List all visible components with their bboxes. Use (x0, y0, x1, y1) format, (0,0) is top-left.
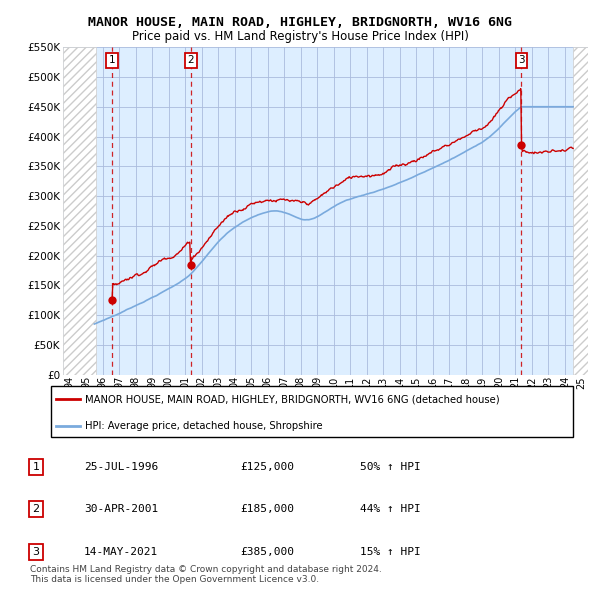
Text: £385,000: £385,000 (240, 547, 294, 556)
Text: 15% ↑ HPI: 15% ↑ HPI (360, 547, 421, 556)
Text: 50% ↑ HPI: 50% ↑ HPI (360, 462, 421, 471)
Text: 2: 2 (32, 504, 40, 514)
Text: 1: 1 (109, 55, 115, 65)
Text: 3: 3 (518, 55, 525, 65)
Text: 44% ↑ HPI: 44% ↑ HPI (360, 504, 421, 514)
Bar (63, 47, 96, 375)
Text: 25-JUL-1996: 25-JUL-1996 (84, 462, 158, 471)
Text: Price paid vs. HM Land Registry's House Price Index (HPI): Price paid vs. HM Land Registry's House … (131, 30, 469, 43)
Text: HPI: Average price, detached house, Shropshire: HPI: Average price, detached house, Shro… (85, 421, 323, 431)
Text: £125,000: £125,000 (240, 462, 294, 471)
Text: MANOR HOUSE, MAIN ROAD, HIGHLEY, BRIDGNORTH, WV16 6NG (detached house): MANOR HOUSE, MAIN ROAD, HIGHLEY, BRIDGNO… (85, 394, 500, 404)
FancyBboxPatch shape (50, 386, 574, 437)
Text: 1: 1 (32, 462, 40, 471)
Text: 14-MAY-2021: 14-MAY-2021 (84, 547, 158, 556)
Bar (573, 47, 588, 375)
Text: Contains HM Land Registry data © Crown copyright and database right 2024.
This d: Contains HM Land Registry data © Crown c… (30, 565, 382, 584)
Text: 3: 3 (32, 547, 40, 556)
Text: £185,000: £185,000 (240, 504, 294, 514)
Text: 2: 2 (187, 55, 194, 65)
Text: 30-APR-2001: 30-APR-2001 (84, 504, 158, 514)
Text: MANOR HOUSE, MAIN ROAD, HIGHLEY, BRIDGNORTH, WV16 6NG: MANOR HOUSE, MAIN ROAD, HIGHLEY, BRIDGNO… (88, 16, 512, 29)
